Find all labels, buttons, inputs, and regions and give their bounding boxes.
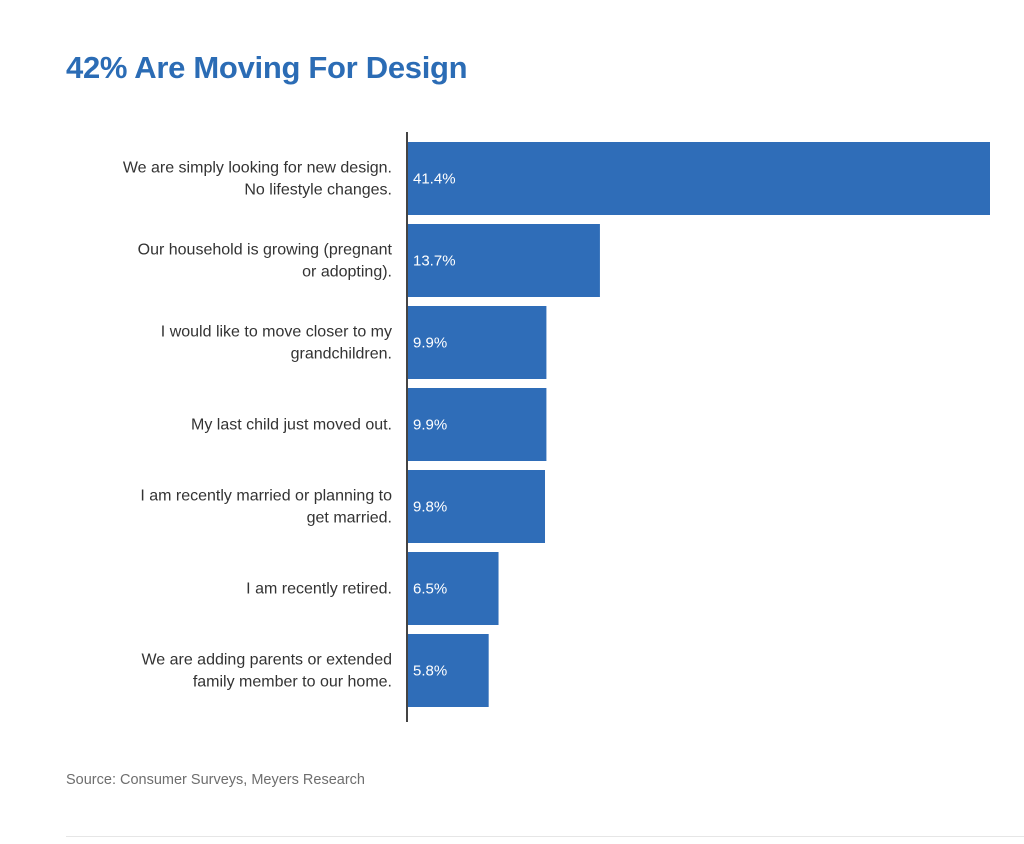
bars-layer: 41.4% 13.7% 9.9% 9.9% 9.8% 6.5% 5.8%	[407, 142, 990, 707]
chart-title: 42% Are Moving For Design	[66, 50, 468, 85]
category-label-7-line-2: family member to our home.	[193, 674, 392, 691]
bar-6	[407, 552, 499, 625]
category-label-4-line-1: My last child just moved out.	[191, 417, 392, 434]
value-label-1: 41.4%	[413, 171, 456, 188]
bar-5	[407, 470, 546, 543]
bar-4	[407, 388, 547, 461]
category-label-1-line-1: We are simply looking for new design.	[123, 160, 392, 177]
value-label-7: 5.8%	[413, 663, 447, 680]
bar-1	[407, 142, 990, 215]
category-label-5-line-1: I am recently married or planning to	[140, 488, 392, 505]
bar-3	[407, 306, 547, 379]
category-label-3-line-1: I would like to move closer to my	[161, 324, 392, 341]
value-label-3: 9.9%	[413, 335, 447, 352]
value-label-4: 9.9%	[413, 417, 447, 434]
bar-2	[407, 224, 600, 297]
source-note: Source: Consumer Surveys, Meyers Researc…	[66, 772, 365, 788]
value-label-5: 9.8%	[413, 499, 447, 516]
category-label-2-line-2: or adopting).	[302, 264, 392, 281]
bar-7	[407, 634, 489, 707]
category-label-1-line-2: No lifestyle changes.	[244, 182, 392, 199]
footer-divider	[66, 836, 1024, 837]
category-label-7-line-1: We are adding parents or extended	[141, 652, 392, 669]
value-label-6: 6.5%	[413, 581, 447, 598]
category-labels: We are simply looking for new design. No …	[123, 160, 393, 691]
category-label-6-line-1: I am recently retired.	[246, 581, 392, 598]
category-label-3-line-2: grandchildren.	[291, 346, 392, 363]
value-label-2: 13.7%	[413, 253, 456, 270]
category-label-2-line-1: Our household is growing (pregnant	[138, 242, 393, 259]
category-label-5-line-2: get married.	[307, 510, 392, 527]
